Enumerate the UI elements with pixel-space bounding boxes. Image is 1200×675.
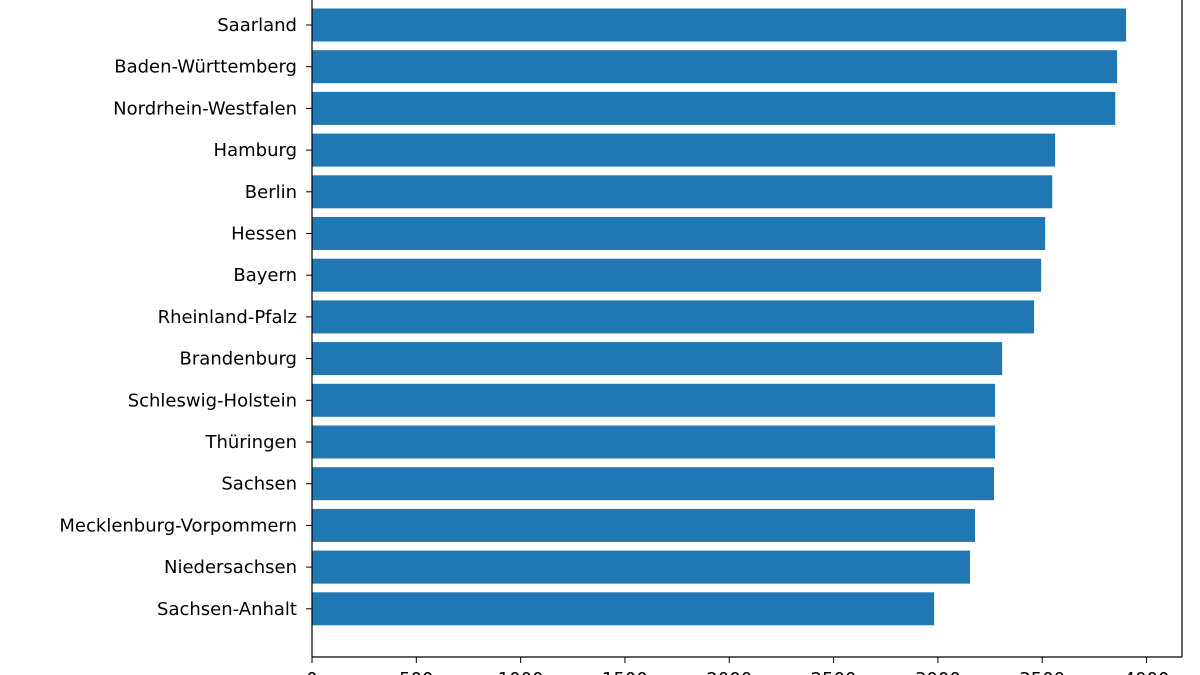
y-tick-label: Sachsen-Anhalt bbox=[157, 599, 297, 620]
y-tick-label: Thüringen bbox=[204, 432, 297, 453]
y-tick-label: Baden-Württemberg bbox=[114, 57, 297, 78]
y-tick-label: Schleswig-Holstein bbox=[128, 390, 297, 411]
bar bbox=[312, 133, 1056, 167]
x-tick-label: 2000 bbox=[706, 669, 752, 675]
x-tick-label: 1500 bbox=[602, 669, 648, 675]
y-tick-label: Berlin bbox=[245, 182, 297, 203]
x-tick-label: 4000 bbox=[1124, 669, 1170, 675]
y-tick-label: Rheinland-Pfalz bbox=[158, 307, 297, 328]
y-tick-label: Saarland bbox=[217, 15, 297, 36]
y-tick-label: Mecklenburg-Vorpommern bbox=[59, 515, 297, 536]
y-tick-label: Niedersachsen bbox=[164, 557, 297, 578]
bar bbox=[312, 467, 995, 501]
x-tick-label: 2500 bbox=[811, 669, 857, 675]
bar bbox=[312, 550, 971, 584]
y-tick-label: Bayern bbox=[233, 265, 297, 286]
bar bbox=[312, 8, 1127, 42]
bar bbox=[312, 50, 1118, 84]
x-tick-label: 3500 bbox=[1019, 669, 1065, 675]
bar bbox=[312, 258, 1042, 292]
bar bbox=[312, 217, 1046, 250]
y-tick-label: Hamburg bbox=[214, 140, 297, 161]
bar bbox=[312, 592, 935, 626]
y-tick-label: Nordrhein-Westfalen bbox=[113, 98, 297, 119]
x-tick-label: 1000 bbox=[498, 669, 544, 675]
x-tick-label: 0 bbox=[306, 669, 317, 675]
y-tick-label: Hessen bbox=[231, 224, 297, 245]
bar bbox=[312, 91, 1116, 125]
bar bbox=[312, 383, 996, 417]
bar bbox=[312, 175, 1053, 209]
x-tick-label: 500 bbox=[399, 669, 433, 675]
x-tick-label: 3000 bbox=[915, 669, 961, 675]
bar bbox=[312, 342, 1003, 376]
y-tick-label: Brandenburg bbox=[180, 349, 297, 370]
bar bbox=[312, 300, 1035, 334]
bar bbox=[312, 425, 996, 459]
y-tick-label: Sachsen bbox=[221, 474, 297, 495]
bar bbox=[312, 508, 976, 542]
